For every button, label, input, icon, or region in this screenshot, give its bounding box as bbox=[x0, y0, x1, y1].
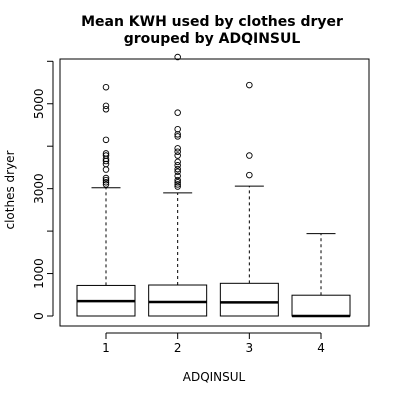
box-group-1 bbox=[77, 84, 135, 316]
y-tick-label: 5000 bbox=[32, 88, 46, 119]
outlier-point bbox=[103, 167, 109, 173]
x-tick-label: 2 bbox=[174, 341, 182, 355]
box bbox=[149, 285, 207, 316]
x-axis-label: ADQINSUL bbox=[183, 370, 246, 384]
outlier-point bbox=[103, 137, 109, 143]
box-group-2 bbox=[149, 54, 207, 316]
box-group-3 bbox=[220, 82, 278, 316]
outlier-point bbox=[247, 82, 253, 88]
x-tick-label: 3 bbox=[246, 341, 254, 355]
x-tick-label: 4 bbox=[317, 341, 325, 355]
box bbox=[220, 283, 278, 316]
y-tick-label: 0 bbox=[32, 312, 46, 320]
chart-title-line-2: grouped by ADQINSUL bbox=[124, 31, 301, 47]
outlier-point bbox=[175, 146, 181, 152]
x-axis: 1 2 3 4 bbox=[102, 333, 325, 355]
box bbox=[292, 295, 350, 316]
y-axis-label: clothes dryer bbox=[3, 150, 17, 229]
outlier-point bbox=[247, 153, 253, 159]
box-group-4 bbox=[292, 234, 350, 316]
outlier-point bbox=[247, 172, 253, 178]
x-tick-label: 1 bbox=[102, 341, 110, 355]
chart-title-line-1: Mean KWH used by clothes dryer bbox=[81, 14, 343, 30]
outlier-point bbox=[103, 103, 109, 109]
outlier-point bbox=[175, 110, 181, 116]
boxes-layer bbox=[77, 54, 350, 316]
outlier-point bbox=[175, 159, 181, 165]
y-tick-label: 3000 bbox=[32, 173, 46, 204]
y-tick-label: 1000 bbox=[32, 258, 46, 289]
y-axis: 0 1000 3000 5000 bbox=[32, 61, 53, 320]
outlier-point bbox=[103, 84, 109, 90]
